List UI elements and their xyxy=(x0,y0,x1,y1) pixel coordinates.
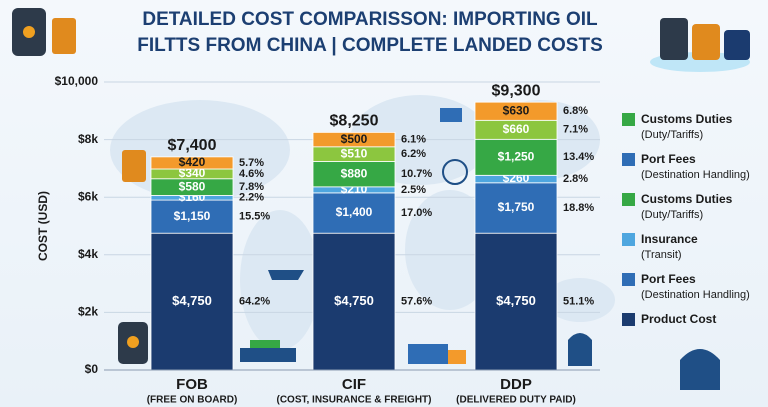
bar-segment xyxy=(474,101,558,121)
value-label: $580 xyxy=(179,179,206,193)
chart-title: DETAILED COST COMPARISSON: IMPORTING OIL xyxy=(142,9,598,30)
percent-label: 18.8% xyxy=(563,202,594,214)
legend-label: Insurance xyxy=(641,232,698,246)
value-label: $880 xyxy=(341,166,368,180)
percent-label: 7.8% xyxy=(239,181,264,193)
total-label: $9,300 xyxy=(492,82,541,99)
legend-label: Product Cost xyxy=(641,312,716,326)
x-tick-label: CIF xyxy=(342,376,366,393)
total-label: $8,250 xyxy=(330,113,379,130)
value-label: $4,750 xyxy=(172,293,212,308)
bar-segment xyxy=(312,161,396,188)
chart-title: FILTTS FROM CHINA | COMPLETE LANDED COST… xyxy=(137,35,603,56)
percent-label: 2.5% xyxy=(401,184,426,196)
y-tick-label: $10,000 xyxy=(55,74,99,88)
legend-note: (Destination Handling) xyxy=(641,289,750,301)
legend-label: Customs Duties xyxy=(641,112,733,126)
value-label: $630 xyxy=(503,103,530,117)
legend-swatch xyxy=(622,193,635,206)
percent-label: 17.0% xyxy=(401,207,432,219)
filters-icon xyxy=(650,18,750,72)
bar-segment xyxy=(312,131,396,148)
legend-note: (Transit) xyxy=(641,249,682,261)
percent-label: 6.8% xyxy=(563,105,588,117)
legend-swatch xyxy=(622,153,635,166)
percent-label: 2.8% xyxy=(563,173,588,185)
x-tick-note: (DELIVERED DUTY PAID) xyxy=(456,395,576,406)
percent-label: 13.4% xyxy=(563,151,594,163)
percent-label: 4.6% xyxy=(239,168,264,180)
value-label: $1,750 xyxy=(498,200,535,214)
x-tick-note: (FREE ON BOARD) xyxy=(147,395,238,406)
filter-icon xyxy=(12,8,76,56)
value-label: $500 xyxy=(341,132,368,146)
y-tick-label: $2k xyxy=(78,305,98,319)
y-tick-label: $6k xyxy=(78,189,98,203)
bar-segment xyxy=(150,232,234,371)
percent-label: 10.7% xyxy=(401,168,432,180)
percent-label: 2.2% xyxy=(239,192,264,204)
value-label: $4,750 xyxy=(496,293,536,308)
percent-label: 6.1% xyxy=(401,134,426,146)
value-label: $1,400 xyxy=(336,205,373,219)
legend-swatch xyxy=(622,233,635,246)
legend-swatch xyxy=(622,113,635,126)
value-label: $660 xyxy=(503,122,530,136)
percent-label: 7.1% xyxy=(563,124,588,136)
percent-label: 51.1% xyxy=(563,296,594,308)
percent-label: 64.2% xyxy=(239,296,270,308)
value-label: $340 xyxy=(179,166,206,180)
y-tick-label: $0 xyxy=(85,362,99,376)
percent-label: 5.7% xyxy=(239,157,264,169)
bar-segment xyxy=(150,156,234,170)
legend-note: (Duty/Tariffs) xyxy=(641,209,703,221)
y-axis-label: COST (USD) xyxy=(36,191,50,261)
total-label: $7,400 xyxy=(168,137,217,154)
percent-label: 15.5% xyxy=(239,211,270,223)
legend-label: Customs Duties xyxy=(641,192,733,206)
x-tick-label: FOB xyxy=(176,376,208,393)
legend-note: (Duty/Tariffs) xyxy=(641,129,703,141)
value-label: $1,150 xyxy=(174,209,211,223)
value-label: $1,250 xyxy=(498,149,535,163)
x-tick-note: (COST, INSURANCE & FREIGHT) xyxy=(277,395,432,406)
bar-segment xyxy=(150,199,234,234)
legend-note: (Destination Handling) xyxy=(641,169,750,181)
bar-segment xyxy=(474,232,558,371)
y-tick-label: $8k xyxy=(78,132,98,146)
value-label: $4,750 xyxy=(334,293,374,308)
legend-swatch xyxy=(622,313,635,326)
bar-segment xyxy=(474,138,558,176)
x-tick-label: DDP xyxy=(500,376,532,393)
value-label: $420 xyxy=(179,155,206,169)
legend-label: Port Fees xyxy=(641,152,696,166)
bar-segment xyxy=(474,182,558,234)
percent-label: 6.2% xyxy=(401,148,426,160)
legend-swatch xyxy=(622,273,635,286)
value-label: $510 xyxy=(341,146,368,160)
y-tick-label: $4k xyxy=(78,247,98,261)
decor-icons xyxy=(118,108,720,390)
percent-label: 57.6% xyxy=(401,296,432,308)
bar-segment xyxy=(312,192,396,234)
legend-label: Port Fees xyxy=(641,272,696,286)
